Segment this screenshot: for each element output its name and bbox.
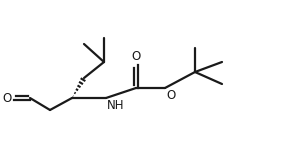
Text: NH: NH [107,99,124,112]
Text: O: O [131,50,141,63]
Text: O: O [3,91,12,105]
Text: O: O [166,89,175,102]
